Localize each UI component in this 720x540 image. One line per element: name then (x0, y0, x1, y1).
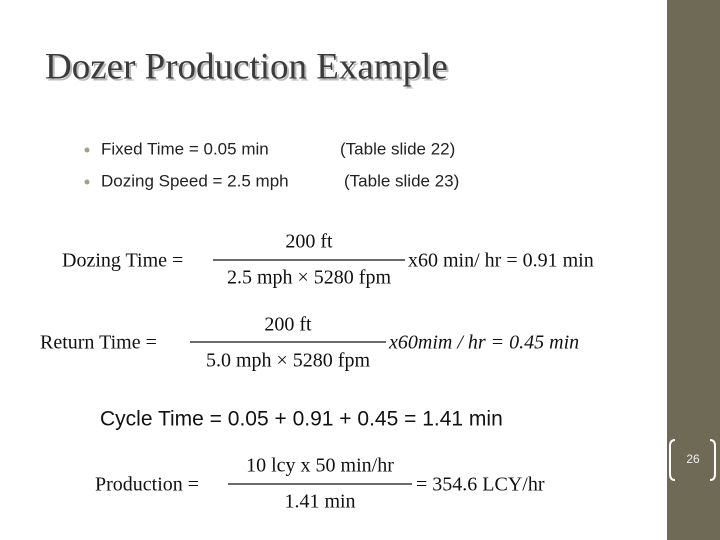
equation-denominator: 2.5 mph × 5280 fpm (227, 267, 391, 289)
title-shadow: Dozer Production Example (47, 48, 450, 89)
equation-lhs: Dozing Time = (62, 250, 183, 272)
equation-lhs: Production = (95, 474, 199, 496)
equation: Cycle Time = 0.05 + 0.91 + 0.45 = 1.41 m… (100, 408, 503, 431)
slide-number: 26 (686, 452, 700, 466)
equation-lhs: Return Time = (40, 332, 157, 354)
number-bracket (669, 439, 676, 481)
number-bracket (709, 439, 716, 481)
bullet-text: Fixed Time = 0.05 min (101, 139, 269, 158)
equation-denominator: 1.41 min (284, 491, 355, 513)
title: Dozer Production Example (45, 46, 448, 87)
bullet-dot (84, 179, 90, 185)
equation-rhs: x60mim / hr = 0.45 min (388, 332, 579, 354)
equation-denominator: 5.0 mph × 5280 fpm (206, 350, 370, 372)
sidebar (667, 0, 720, 540)
bullet-note: (Table slide 23) (344, 171, 459, 190)
bullet-text: Dozing Speed = 2.5 mph (101, 171, 289, 190)
equation-numerator: 200 ft (264, 314, 312, 336)
equation-numerator: 10 lcy x 50 min/hr (246, 455, 394, 477)
bullet-dot (84, 147, 90, 153)
equation-rhs: x60 min/ hr = 0.91 min (408, 250, 594, 272)
bullet-note: (Table slide 22) (340, 139, 455, 158)
equation-numerator: 200 ft (285, 231, 333, 253)
equation-rhs: = 354.6 LCY/hr (416, 474, 545, 496)
